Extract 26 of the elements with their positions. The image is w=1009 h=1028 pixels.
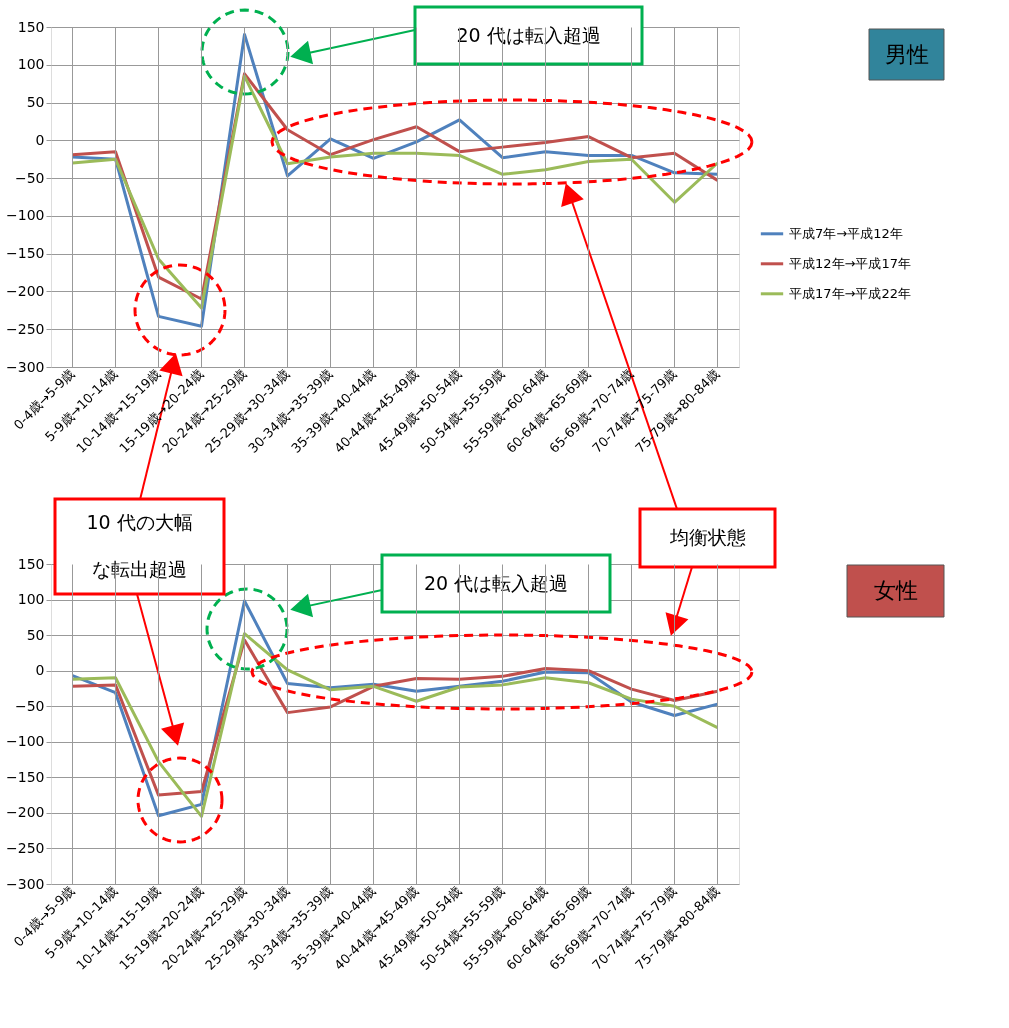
- text: 男性: [884, 41, 929, 67]
- y-tick-label: 50: [26, 94, 45, 111]
- y-tick-label: −100: [6, 207, 45, 224]
- y-tick-label: −250: [6, 320, 45, 337]
- y-tick-label: 100: [17, 56, 45, 73]
- legend-label: 平成7年→平成12年: [789, 225, 903, 241]
- y-tick-label: −150: [6, 245, 45, 262]
- legend-label: 平成12年→平成17年: [789, 255, 911, 271]
- y-tick-label: 0: [35, 662, 45, 679]
- y-tick-label: −150: [6, 768, 45, 785]
- text: 均衡状態: [668, 526, 746, 548]
- y-tick-label: 150: [17, 18, 45, 35]
- y-tick-label: 150: [17, 555, 45, 572]
- y-tick-label: −50: [14, 697, 45, 714]
- text: 女性: [873, 578, 918, 603]
- y-tick-label: −200: [6, 804, 45, 821]
- legend-label: 平成17年→平成22年: [789, 285, 911, 301]
- y-tick-label: −250: [6, 839, 45, 856]
- y-tick-label: −300: [6, 875, 45, 892]
- y-tick-label: −100: [6, 733, 45, 750]
- y-tick-label: 50: [26, 626, 45, 643]
- y-tick-label: −50: [14, 169, 45, 186]
- y-tick-label: −300: [6, 358, 45, 375]
- y-tick-label: −200: [6, 282, 45, 299]
- y-tick-label: 0: [35, 131, 45, 148]
- y-tick-label: 100: [17, 591, 45, 608]
